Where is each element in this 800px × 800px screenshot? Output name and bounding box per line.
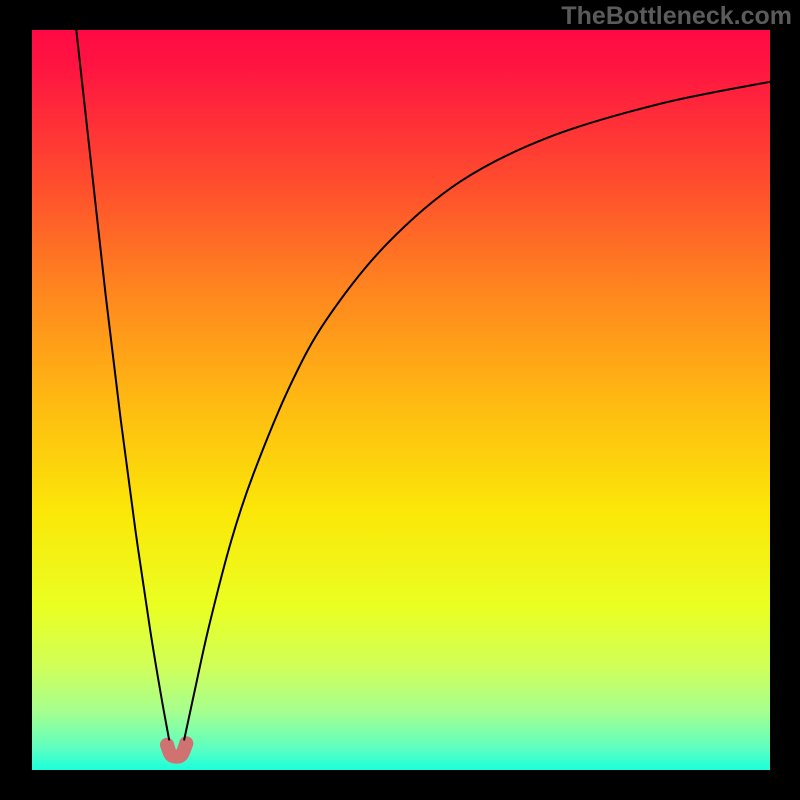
bottom-marker-dot-0	[160, 738, 174, 752]
bottom-marker-dot-1	[179, 736, 193, 750]
curve-right-branch	[184, 82, 770, 741]
chart-container: TheBottleneck.com	[0, 0, 800, 800]
curve-left-branch	[76, 30, 169, 740]
curves-layer	[0, 0, 800, 800]
watermark-text: TheBottleneck.com	[561, 2, 792, 31]
